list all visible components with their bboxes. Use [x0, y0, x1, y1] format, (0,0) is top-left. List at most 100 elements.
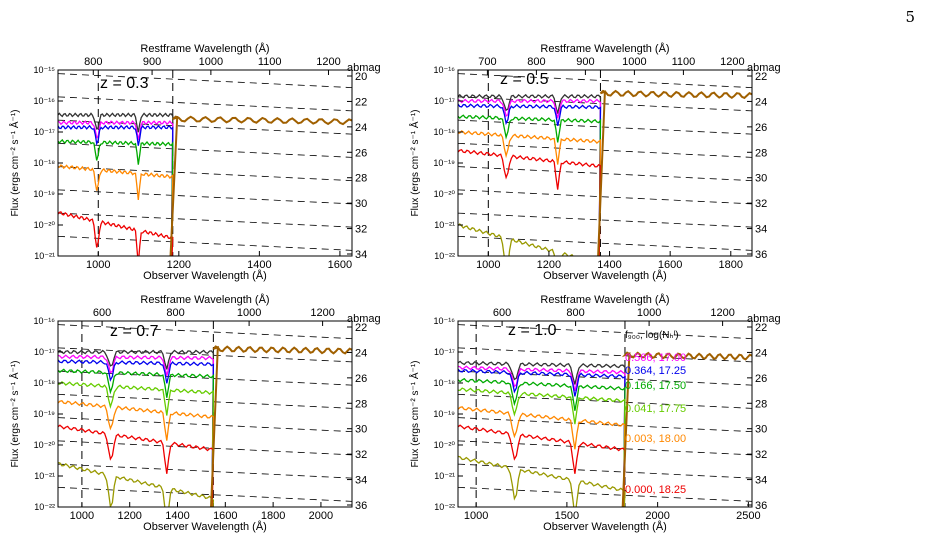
y-tick-label: 10⁻¹⁷: [34, 347, 55, 357]
spectrum-s17_00: [58, 354, 215, 507]
abmag-tick-label: 28: [755, 398, 767, 410]
x-axis-label: Observer Wavelength (Å): [143, 520, 267, 533]
legend-entry: 0.041, 17.75: [625, 403, 686, 415]
abmag-tick-label: 20: [355, 71, 367, 83]
y-tick-label: 10⁻¹⁸: [433, 127, 455, 137]
top-tick-label: 800: [566, 307, 584, 319]
y-tick-label: 10⁻¹⁵: [34, 65, 56, 75]
x-tick-label: 1200: [537, 259, 561, 271]
x-tick-label: 2500: [736, 510, 760, 522]
continuum-spectrum: [597, 89, 752, 256]
top-axis-label: Restframe Wavelength (Å): [140, 293, 269, 306]
abmag-dashed-line: [458, 119, 752, 135]
top-tick-label: 1200: [316, 56, 340, 68]
continuum-spectrum: [169, 115, 352, 256]
abmag-tick-label: 24: [755, 96, 767, 108]
abmag-tick-label: 22: [755, 71, 767, 83]
abmag-dashed-line: [458, 142, 752, 158]
spectrum-s18_25: [58, 424, 215, 507]
abmag-tick-label: 32: [355, 449, 367, 461]
plot-frame: [457, 320, 753, 508]
spectrum-s17_50: [458, 377, 626, 507]
spectrum-s18_00: [458, 130, 602, 256]
abmag-tick-label: 26: [355, 147, 367, 159]
abmag-tick-label: 34: [355, 249, 367, 261]
y-tick-label: 10⁻¹⁶: [434, 316, 456, 326]
abmag-tick-label: 30: [755, 173, 767, 185]
top-tick-label: 800: [527, 56, 545, 68]
panel-1: 1000 1200 1400 1600 800 900 1000 1100 1200 10⁻²¹ 1…: [8, 42, 381, 282]
abmag-tick-label: 28: [355, 398, 367, 410]
plot-frame: [57, 69, 353, 257]
spectrum-s17_25: [58, 359, 215, 507]
abmag-tick-label: 36: [755, 249, 767, 261]
abmag-label: abmag: [347, 313, 381, 325]
y-tick-label: 10⁻¹⁶: [434, 65, 456, 75]
abmag-tick-label: 22: [755, 322, 767, 334]
abmag-dashed-line: [58, 189, 352, 205]
y-tick-label: 10⁻²²: [34, 502, 55, 512]
spectrum-s18_00: [458, 406, 626, 507]
y-tick-label: 10⁻²⁰: [434, 189, 456, 199]
plot-area: [458, 321, 752, 507]
top-tick-label: 800: [166, 307, 184, 319]
abmag-tick-label: 22: [355, 322, 367, 334]
panel-2: 1000 1200 1400 1600 1800 700 800 900 1000 1100 120…: [408, 42, 781, 282]
top-tick-label: 1200: [720, 56, 744, 68]
top-tick-label: 1000: [637, 307, 661, 319]
legend-entry: 0.003, 18.00: [625, 433, 686, 445]
spectrum-s17_25: [458, 103, 602, 256]
abmag-tick-label: 30: [355, 424, 367, 436]
x-tick-label: 1400: [597, 259, 621, 271]
abmag-tick-label: 26: [755, 122, 767, 134]
abmag-label: abmag: [347, 62, 381, 74]
spectrum-s17_75: [458, 387, 626, 507]
page-number: 5: [905, 8, 915, 26]
y-tick-label: 10⁻¹⁸: [33, 158, 55, 168]
redshift-label: z = 0.7: [110, 323, 159, 340]
top-tick-label: 1100: [672, 56, 696, 68]
abmag-dashed-line: [58, 417, 352, 433]
abmag-label: abmag: [747, 62, 781, 74]
spectrum-s18_25: [458, 148, 602, 256]
spectrum-s17_00: [458, 365, 626, 507]
abmag-tick-label: 26: [755, 373, 767, 385]
spectrum-s18_25: [58, 211, 174, 256]
abmag-tick-label: 32: [755, 198, 767, 210]
y-tick-label: 10⁻¹⁸: [433, 378, 455, 388]
top-tick-label: 900: [576, 56, 594, 68]
x-axis-label: Observer Wavelength (Å): [543, 520, 667, 533]
redshift-label: z = 0.5: [500, 71, 549, 88]
top-tick-label: 1000: [199, 56, 223, 68]
abmag-tick-label: 30: [755, 424, 767, 436]
abmag-dashed-line: [58, 166, 352, 182]
y-tick-label: 10⁻¹⁹: [33, 409, 55, 419]
spectrum-s18_00: [58, 399, 215, 507]
top-axis-label: Restframe Wavelength (Å): [540, 42, 669, 55]
spectrum-s17_00: [58, 120, 174, 256]
spectrum-s17_75: [58, 381, 215, 507]
x-axis-label: Observer Wavelength (Å): [543, 269, 667, 282]
y-tick-label: 10⁻²²: [434, 502, 455, 512]
x-axis-label: Observer Wavelength (Å): [143, 269, 267, 282]
top-tick-label: 800: [84, 56, 102, 68]
x-tick-label: 1600: [328, 259, 352, 271]
abmag-label: abmag: [747, 313, 781, 325]
spectrum-s17_50: [58, 138, 174, 256]
y-tick-label: 10⁻¹⁷: [34, 127, 55, 137]
abmag-dashed-line: [458, 189, 752, 205]
legend-entry: 0.364, 17.25: [625, 365, 686, 377]
abmag-dashed-line: [58, 347, 352, 363]
legend: f₉₀₀, log(Nₕᴵ) 0.566, 17.000.364, 17.25 0.…: [625, 330, 686, 496]
abmag-dashed-line: [58, 73, 352, 89]
x-tick-label: 1800: [719, 259, 743, 271]
x-tick-label: 2000: [645, 510, 669, 522]
x-tick-label: 1600: [658, 259, 682, 271]
spectrum-s17_00: [458, 98, 602, 256]
spectrum-s18_00: [58, 164, 174, 256]
spectrum-s18_50: [458, 223, 574, 256]
y-tick-label: 10⁻²¹: [34, 471, 55, 481]
abmag-dashed-line: [458, 212, 752, 228]
abmag-dashed-line: [458, 370, 752, 386]
legend-entry: 0.166, 17.50: [625, 380, 686, 392]
